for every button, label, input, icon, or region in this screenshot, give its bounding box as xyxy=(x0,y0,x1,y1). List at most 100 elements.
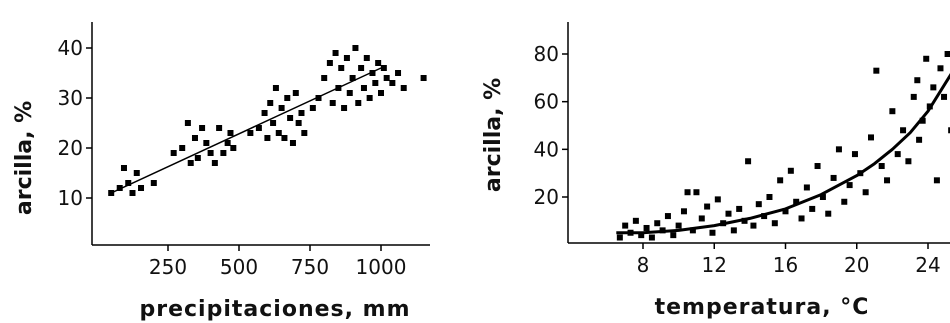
data-point xyxy=(878,163,885,170)
x-axis-label-right: temperatura, °C xyxy=(655,295,870,320)
data-points-right xyxy=(616,51,950,241)
data-point xyxy=(680,208,687,215)
data-point xyxy=(689,227,696,234)
data-point xyxy=(332,50,339,56)
data-point xyxy=(825,210,832,217)
data-point xyxy=(698,215,705,222)
data-point xyxy=(287,115,294,121)
y-tick-label: 40 xyxy=(534,137,559,161)
data-point xyxy=(704,203,711,210)
data-point xyxy=(346,90,353,96)
data-point xyxy=(289,140,296,146)
data-point xyxy=(352,45,359,51)
data-point xyxy=(787,167,794,174)
x-tick-label: 20 xyxy=(844,253,869,277)
data-point xyxy=(948,127,950,134)
data-point xyxy=(380,65,387,71)
data-point xyxy=(366,95,373,101)
data-point xyxy=(191,135,198,141)
data-point xyxy=(777,177,784,184)
data-point xyxy=(675,222,682,229)
data-point xyxy=(298,110,305,116)
data-point xyxy=(638,232,645,239)
fit-curve-right xyxy=(616,73,950,235)
data-point xyxy=(129,190,136,196)
data-point xyxy=(338,65,345,71)
data-point xyxy=(766,194,773,200)
data-point xyxy=(383,75,390,81)
data-point xyxy=(227,130,234,136)
data-point xyxy=(329,100,336,106)
x-tick-label: 250 xyxy=(149,255,187,279)
x-tick-label: 12 xyxy=(702,253,727,277)
data-point xyxy=(230,145,237,151)
regression-line xyxy=(110,67,382,194)
data-point xyxy=(203,140,210,146)
data-point xyxy=(295,120,302,126)
data-point xyxy=(261,110,268,116)
data-point xyxy=(315,95,322,101)
x-tick-labels-right: 8 12 16 20 24 xyxy=(637,243,941,277)
data-point xyxy=(905,158,912,165)
data-point xyxy=(194,155,201,161)
data-point xyxy=(793,198,800,205)
y-axis-label-right: arcilla, % xyxy=(481,78,506,192)
y-tick-label: 20 xyxy=(534,185,559,209)
data-point xyxy=(884,177,891,184)
x-tick-labels-left: 250 500 750 1000 xyxy=(149,245,407,279)
data-point xyxy=(116,185,123,191)
data-point xyxy=(184,120,191,126)
x-tick-label: 1000 xyxy=(356,255,407,279)
data-point xyxy=(247,130,254,136)
data-point xyxy=(830,174,837,181)
data-point xyxy=(170,150,177,156)
data-point xyxy=(395,70,402,76)
data-point xyxy=(937,65,944,72)
data-point xyxy=(944,51,950,57)
y-axis-label-left: arcilla, % xyxy=(12,101,37,215)
data-point xyxy=(616,234,623,241)
x-tick-label: 16 xyxy=(773,253,798,277)
data-point xyxy=(814,163,821,170)
data-point xyxy=(389,80,396,86)
data-point xyxy=(270,120,277,126)
data-point xyxy=(133,170,140,176)
data-point xyxy=(125,180,132,186)
data-point xyxy=(648,234,655,241)
data-point xyxy=(355,100,362,106)
data-point xyxy=(654,220,661,227)
data-point xyxy=(216,125,223,131)
data-point xyxy=(358,65,365,71)
data-point xyxy=(643,224,650,231)
data-point xyxy=(284,95,291,101)
data-point xyxy=(941,93,948,100)
y-tick-label: 60 xyxy=(534,90,559,114)
data-point xyxy=(923,55,930,62)
x-tick-label: 8 xyxy=(637,253,650,277)
data-point xyxy=(343,55,350,61)
y-tick-label: 10 xyxy=(58,186,83,210)
data-point xyxy=(275,130,282,136)
data-point xyxy=(930,84,937,91)
data-point xyxy=(873,67,880,74)
data-point xyxy=(693,189,700,196)
data-point xyxy=(378,90,384,96)
data-point xyxy=(372,80,379,86)
data-point xyxy=(750,222,757,229)
data-point xyxy=(798,215,805,222)
data-point xyxy=(841,198,848,205)
data-point xyxy=(900,127,907,134)
y-tick-labels-right: 20 40 60 80 xyxy=(534,42,568,209)
data-point xyxy=(309,105,316,111)
data-point xyxy=(375,60,382,66)
data-points-left xyxy=(108,45,427,196)
data-point xyxy=(267,100,274,106)
data-point xyxy=(292,90,299,96)
data-point xyxy=(910,93,917,100)
data-point xyxy=(360,85,367,91)
data-point xyxy=(278,105,285,111)
data-point xyxy=(933,177,940,184)
data-point xyxy=(341,105,348,111)
chart-right: 20 40 60 80 8 12 16 20 24 arcilla, % temperatur… xyxy=(481,22,950,320)
data-point xyxy=(150,180,157,186)
